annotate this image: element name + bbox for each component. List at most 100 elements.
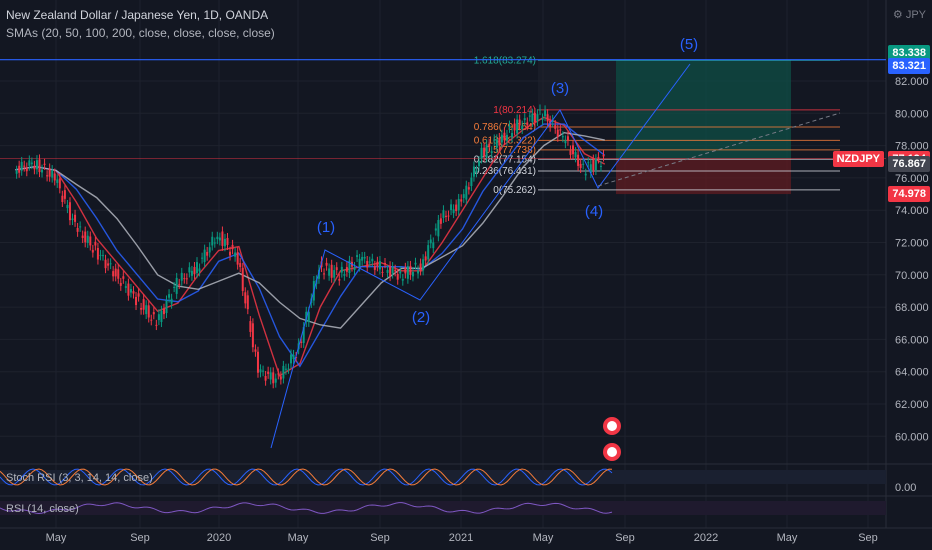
candle-body [15, 170, 18, 174]
candle-body [378, 261, 381, 270]
candle-body [63, 190, 66, 199]
candle-body [267, 371, 270, 374]
candle-body [330, 264, 333, 278]
candle-body [345, 267, 348, 272]
candle-body [132, 291, 135, 294]
price-tag: 83.321 [888, 57, 930, 74]
fibonacci-extension: 1.618(83.274)1(80.214)0.786(79.154)0.618… [0, 55, 886, 196]
candle-body [279, 376, 282, 380]
candle-body [76, 227, 79, 232]
candle-body [544, 110, 547, 117]
candle-body [94, 241, 97, 246]
candle-body [241, 267, 244, 291]
candle-body [572, 145, 575, 155]
candle-body [376, 261, 379, 267]
candle-body [554, 125, 557, 129]
fib-level-label: 0(75.262) [493, 185, 536, 196]
candle-body [414, 262, 417, 265]
candle-body [160, 310, 163, 323]
candle-body [259, 369, 262, 373]
currency-label[interactable]: ⚙ JPY [892, 9, 926, 21]
candle-body [254, 349, 257, 352]
fib-level-label: 0.382(77.154) [474, 154, 536, 165]
candle-body [363, 256, 366, 259]
price-tag: 76.867 [888, 155, 930, 172]
candle-body [46, 175, 49, 177]
y-tick-label: 70.000 [895, 270, 929, 282]
candle-body [290, 354, 293, 364]
sma-indicator-legend[interactable]: SMAs (20, 50, 100, 200, close, close, cl… [6, 26, 275, 40]
candle-body [422, 259, 425, 271]
candle-body [437, 219, 440, 237]
symbol-tag: NZDJPY [832, 150, 884, 167]
candle-body [536, 114, 539, 122]
candle-body [162, 308, 165, 315]
candle-body [256, 351, 259, 373]
candle-body [381, 271, 384, 273]
x-tick-label: 2021 [449, 532, 473, 544]
candle-body [483, 147, 486, 157]
candle-body [211, 236, 214, 246]
candle-body [170, 298, 173, 304]
candle-body [183, 278, 186, 280]
candle-body [124, 286, 127, 288]
candle-body [127, 283, 130, 296]
candle-body [505, 134, 508, 141]
candle-body [239, 263, 242, 268]
candle-body [25, 167, 28, 172]
candle-body [193, 266, 196, 275]
candle-body [112, 271, 115, 277]
candle-body [531, 113, 534, 122]
y-tick-label: 64.000 [895, 367, 929, 379]
candle-body [457, 198, 460, 211]
candle-body [274, 378, 277, 383]
settings-icon[interactable]: ⚙ [892, 9, 906, 21]
candle-body [358, 258, 361, 267]
candle-body [396, 273, 399, 280]
target-zone [616, 60, 791, 159]
x-tick-label: Sep [615, 532, 635, 544]
candle-body [196, 262, 199, 274]
candle-body [173, 286, 176, 288]
candle-body [165, 300, 168, 314]
candle-body [150, 319, 153, 321]
wave-path [270, 63, 691, 449]
sma-line [15, 123, 606, 368]
candle-body [417, 270, 420, 274]
candle-body [201, 257, 204, 259]
candle-body [478, 161, 481, 167]
candle-body [366, 260, 369, 268]
stoch-rsi-label[interactable]: Stoch RSI (3, 3, 14, 14, close) [6, 472, 153, 484]
candle-body [145, 305, 148, 315]
candle-body [566, 136, 569, 141]
candle-body [361, 256, 364, 261]
candle-body [589, 164, 592, 173]
candle-body [84, 231, 87, 243]
rsi-label[interactable]: RSI (14, close) [6, 503, 79, 515]
candle-body [470, 177, 473, 187]
candle-body [460, 199, 463, 202]
candle-body [68, 202, 71, 221]
stoch-axis-label: 0.00 [895, 482, 916, 494]
candle-body [467, 187, 470, 190]
candle-body [20, 161, 23, 171]
candle-body [556, 129, 559, 137]
time-axis[interactable]: May Sep 2020 May Sep 2021 May Sep 2022 May Sep [46, 532, 878, 544]
candle-body [569, 150, 572, 155]
price-axis[interactable]: 82.000 80.000 78.000 76.000 74.000 72.000 70.0… [895, 76, 929, 443]
candle-body [500, 134, 503, 143]
candle-body [490, 151, 493, 153]
candle-body [389, 266, 392, 277]
candle-body [594, 159, 597, 171]
candle-body [427, 245, 430, 260]
candle-body [338, 279, 341, 281]
candle-body [577, 154, 580, 166]
candle-body [53, 173, 56, 181]
candle-body [584, 173, 587, 176]
fib-level-label: 0.236(76.431) [474, 166, 536, 177]
candle-body [462, 194, 465, 198]
x-tick-label: May [46, 532, 67, 544]
y-tick-label: 74.000 [895, 205, 929, 217]
candle-body [137, 293, 140, 297]
